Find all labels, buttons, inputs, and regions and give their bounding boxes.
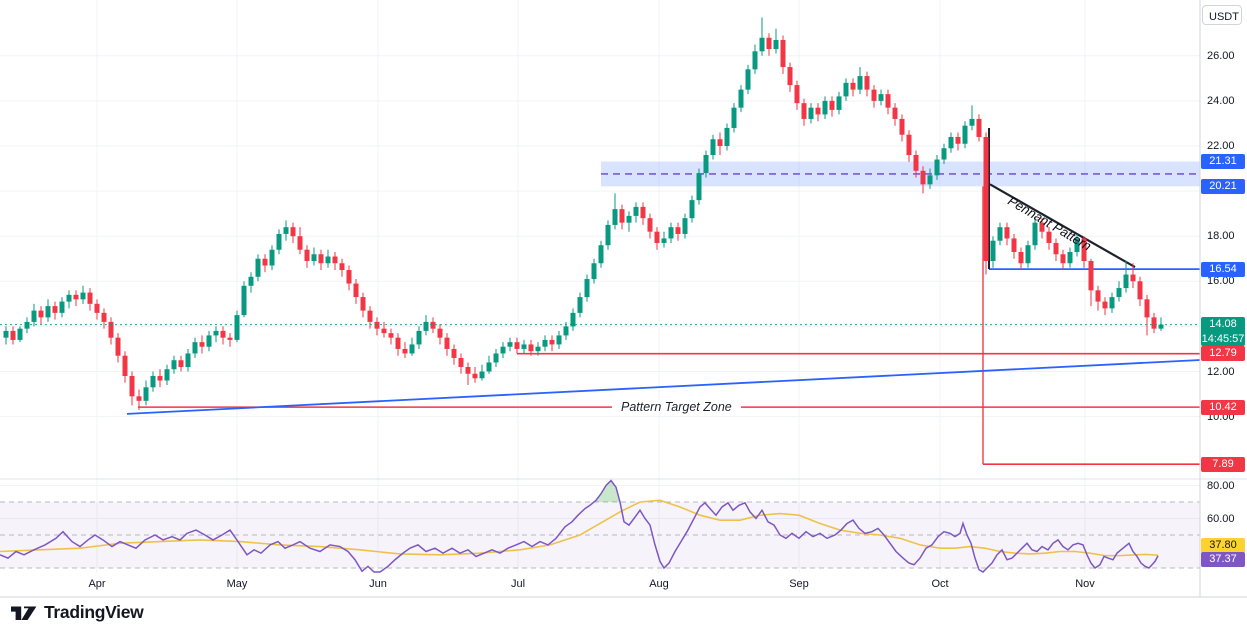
- price-tick-label: 12.00: [1207, 365, 1235, 378]
- time-tick-label-jul: Jul: [510, 578, 526, 590]
- price-tick-label: 18.00: [1207, 230, 1235, 243]
- price-tick-label: 22.00: [1207, 140, 1235, 152]
- price-tick-label: 16.00: [1207, 275, 1235, 288]
- time-tick-label-jun: Jun: [369, 578, 387, 590]
- price-badge-7-89: 7.89: [1201, 456, 1245, 472]
- time-tick-label-oct: Oct: [931, 578, 949, 590]
- rsi-tick-label: 80.00: [1207, 479, 1235, 492]
- price-badge-21-31: 21.31: [1201, 154, 1245, 170]
- price-tick-label: 24.00: [1207, 94, 1235, 107]
- tradingview-logo-text: TradingView: [44, 602, 144, 622]
- rsi-ma-line: [0, 499, 1159, 557]
- price-badge-12-79: 12.79: [1201, 346, 1245, 362]
- price-badge-10-42: 10.42: [1201, 399, 1245, 415]
- pattern-target-zone-annotation[interactable]: Pattern Target Zone: [612, 400, 741, 414]
- countdown-timer: 14:45:57: [1201, 333, 1245, 346]
- rising-trendline: [126, 359, 1201, 415]
- rsi-overbought-fill: [594, 480, 620, 502]
- price-badge-16-54: 16.54: [1201, 261, 1245, 277]
- price-tick-label: 26.00: [1207, 49, 1235, 62]
- tradingview-logo-icon: [10, 603, 37, 623]
- price-badge-20-21: 20.21: [1201, 178, 1245, 194]
- rsi-line: [0, 479, 1159, 573]
- pennant-upper-line: [989, 183, 1136, 269]
- time-tick-label-may: May: [226, 578, 248, 590]
- tradingview-logo[interactable]: TradingView: [10, 602, 144, 623]
- time-tick-label-nov: Nov: [1075, 578, 1095, 590]
- time-tick-label-aug: Aug: [649, 578, 669, 590]
- time-tick-label-sep: Sep: [789, 578, 809, 590]
- rsi-badge-37-80: 37.80: [1201, 537, 1245, 553]
- rsi-badge-37-37: 37.37: [1201, 552, 1245, 568]
- rsi-tick-label: 60.00: [1207, 512, 1235, 525]
- price-badge-14-08: 14.08 14:45:57: [1201, 317, 1245, 347]
- candles: [3, 17, 1164, 410]
- time-tick-label-apr: Apr: [88, 578, 106, 590]
- quote-currency-button[interactable]: USDT: [1202, 5, 1242, 25]
